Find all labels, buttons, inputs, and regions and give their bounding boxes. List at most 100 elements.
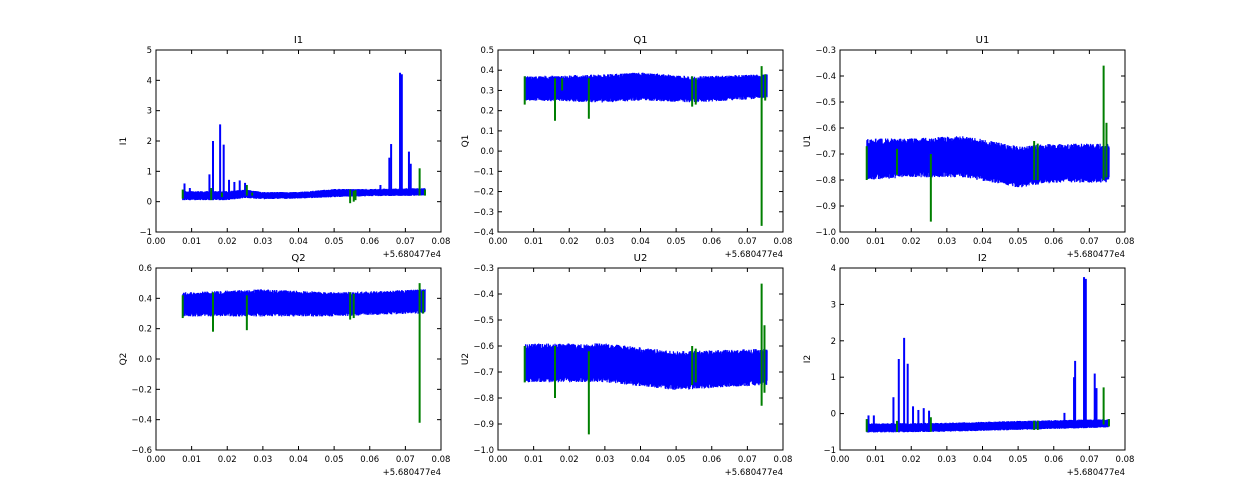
x-tick-label: 0.07 <box>738 455 757 465</box>
series-blue-line <box>866 136 1110 188</box>
y-tick-label: 0.1 <box>480 127 494 137</box>
y-tick-label: 0.5 <box>480 46 494 56</box>
x-tick-label: 0.03 <box>937 237 956 247</box>
x-tick-label: 0.01 <box>524 455 543 465</box>
series-blue-line <box>182 289 426 317</box>
x-tick-label: 0.00 <box>489 237 508 247</box>
x-tick-label: 0.00 <box>147 237 166 247</box>
x-tick-label: 0.01 <box>524 237 543 247</box>
x-offset-text: +5.680477e4 <box>1067 250 1125 260</box>
x-tick-label: 0.00 <box>831 237 850 247</box>
y-axis-label: I2 <box>803 355 813 363</box>
y-tick-label: −0.3 <box>815 46 836 56</box>
y-tick-label: 0.2 <box>480 107 494 117</box>
y-tick-label: 1 <box>831 373 836 383</box>
x-offset-text: +5.680477e4 <box>383 468 441 478</box>
subplot-title: U2 <box>634 253 648 264</box>
x-tick-label: 0.05 <box>1009 237 1028 247</box>
x-tick-label: 0.04 <box>289 455 308 465</box>
x-tick-label: 0.00 <box>831 455 850 465</box>
subplot-title: I1 <box>294 35 303 46</box>
y-tick-label: −0.5 <box>815 98 836 108</box>
x-tick-label: 0.01 <box>182 455 201 465</box>
x-tick-label: 0.03 <box>937 455 956 465</box>
x-tick-label: 0.02 <box>560 455 579 465</box>
y-tick-label: −1.0 <box>473 446 494 456</box>
plot-area <box>181 283 426 423</box>
y-tick-label: −0.4 <box>473 290 494 300</box>
y-tick-label: −0.2 <box>473 188 494 198</box>
y-tick-label: 2 <box>147 137 152 147</box>
y-tick-label: −0.9 <box>815 202 836 212</box>
plot-area <box>865 277 1110 433</box>
x-offset-text: +5.680477e4 <box>1067 468 1125 478</box>
y-tick-label: 2 <box>831 337 836 347</box>
x-tick-label: 0.01 <box>866 455 885 465</box>
y-tick-label: −0.4 <box>473 228 494 238</box>
x-tick-label: 0.02 <box>218 237 237 247</box>
subplot-title: Q2 <box>291 253 305 264</box>
y-tick-label: 4 <box>831 264 836 274</box>
x-tick-label: 0.07 <box>396 237 415 247</box>
series-blue-line <box>524 343 768 390</box>
y-tick-label: 0.4 <box>138 294 152 304</box>
y-tick-label: 0 <box>147 198 152 208</box>
y-tick-label: −0.4 <box>815 72 836 82</box>
x-tick-label: 0.07 <box>738 237 757 247</box>
x-tick-label: 0.02 <box>902 455 921 465</box>
x-tick-label: 0.05 <box>667 237 686 247</box>
x-tick-label: 0.08 <box>1116 455 1135 465</box>
x-tick-label: 0.03 <box>253 237 272 247</box>
y-tick-label: 0.2 <box>138 325 152 335</box>
y-tick-label: −0.1 <box>473 167 494 177</box>
y-tick-label: −0.6 <box>473 342 494 352</box>
y-tick-label: 0.0 <box>138 355 152 365</box>
subplot-u2: 0.00 0.01 0.02 0.03 0.04 0.05 0.06 0.07 0.08 −1.0… <box>461 253 792 478</box>
y-tick-label: −0.3 <box>473 264 494 274</box>
y-tick-label: 0.0 <box>480 147 494 157</box>
y-tick-label: 0 <box>831 410 836 420</box>
x-tick-label: 0.05 <box>325 455 344 465</box>
x-tick-label: 0.04 <box>973 455 992 465</box>
y-tick-label: −0.4 <box>131 416 152 426</box>
y-tick-label: −0.2 <box>131 385 152 395</box>
subplot-title: Q1 <box>633 35 647 46</box>
y-axis-label: U1 <box>803 135 813 147</box>
plot-area <box>865 65 1110 222</box>
y-tick-label: 1 <box>147 167 152 177</box>
x-tick-label: 0.08 <box>1116 237 1135 247</box>
y-tick-label: −0.6 <box>131 446 152 456</box>
x-tick-label: 0.00 <box>489 455 508 465</box>
x-tick-label: 0.03 <box>595 455 614 465</box>
y-tick-label: 5 <box>147 46 152 56</box>
x-tick-label: 0.04 <box>631 455 650 465</box>
y-tick-label: −0.8 <box>815 176 836 186</box>
x-tick-label: 0.04 <box>289 237 308 247</box>
x-offset-text: +5.680477e4 <box>383 250 441 260</box>
y-tick-label: −1.0 <box>815 228 836 238</box>
subplot-i2: 0.00 0.01 0.02 0.03 0.04 0.05 0.06 0.07 0.08 −1 0 1… <box>803 253 1134 478</box>
x-tick-label: 0.02 <box>902 237 921 247</box>
subplot-q1: 0.00 0.01 0.02 0.03 0.04 0.05 0.06 0.07 0.08 −0.4… <box>461 35 792 260</box>
y-tick-label: 0.6 <box>138 264 152 274</box>
y-tick-label: 4 <box>147 76 152 86</box>
y-tick-label: 3 <box>147 107 152 117</box>
x-tick-label: 0.03 <box>595 237 614 247</box>
y-axis-label: I1 <box>119 137 129 145</box>
x-tick-label: 0.06 <box>1044 237 1063 247</box>
x-tick-label: 0.01 <box>866 237 885 247</box>
y-axis-label: Q2 <box>119 353 129 366</box>
y-tick-label: −1 <box>823 446 836 456</box>
x-tick-label: 0.01 <box>182 237 201 247</box>
series-blue-line <box>866 419 1110 433</box>
x-tick-label: 0.06 <box>360 237 379 247</box>
subplot-title: I2 <box>978 253 987 264</box>
x-tick-label: 0.06 <box>1044 455 1063 465</box>
x-offset-text: +5.680477e4 <box>725 250 783 260</box>
y-tick-label: −0.5 <box>473 316 494 326</box>
subplot-i1: 0.00 0.01 0.02 0.03 0.04 0.05 0.06 0.07 0.08 −1 0 1… <box>119 35 450 260</box>
y-tick-label: −0.3 <box>473 208 494 218</box>
plot-area <box>523 66 768 226</box>
y-tick-label: −1 <box>139 228 152 238</box>
